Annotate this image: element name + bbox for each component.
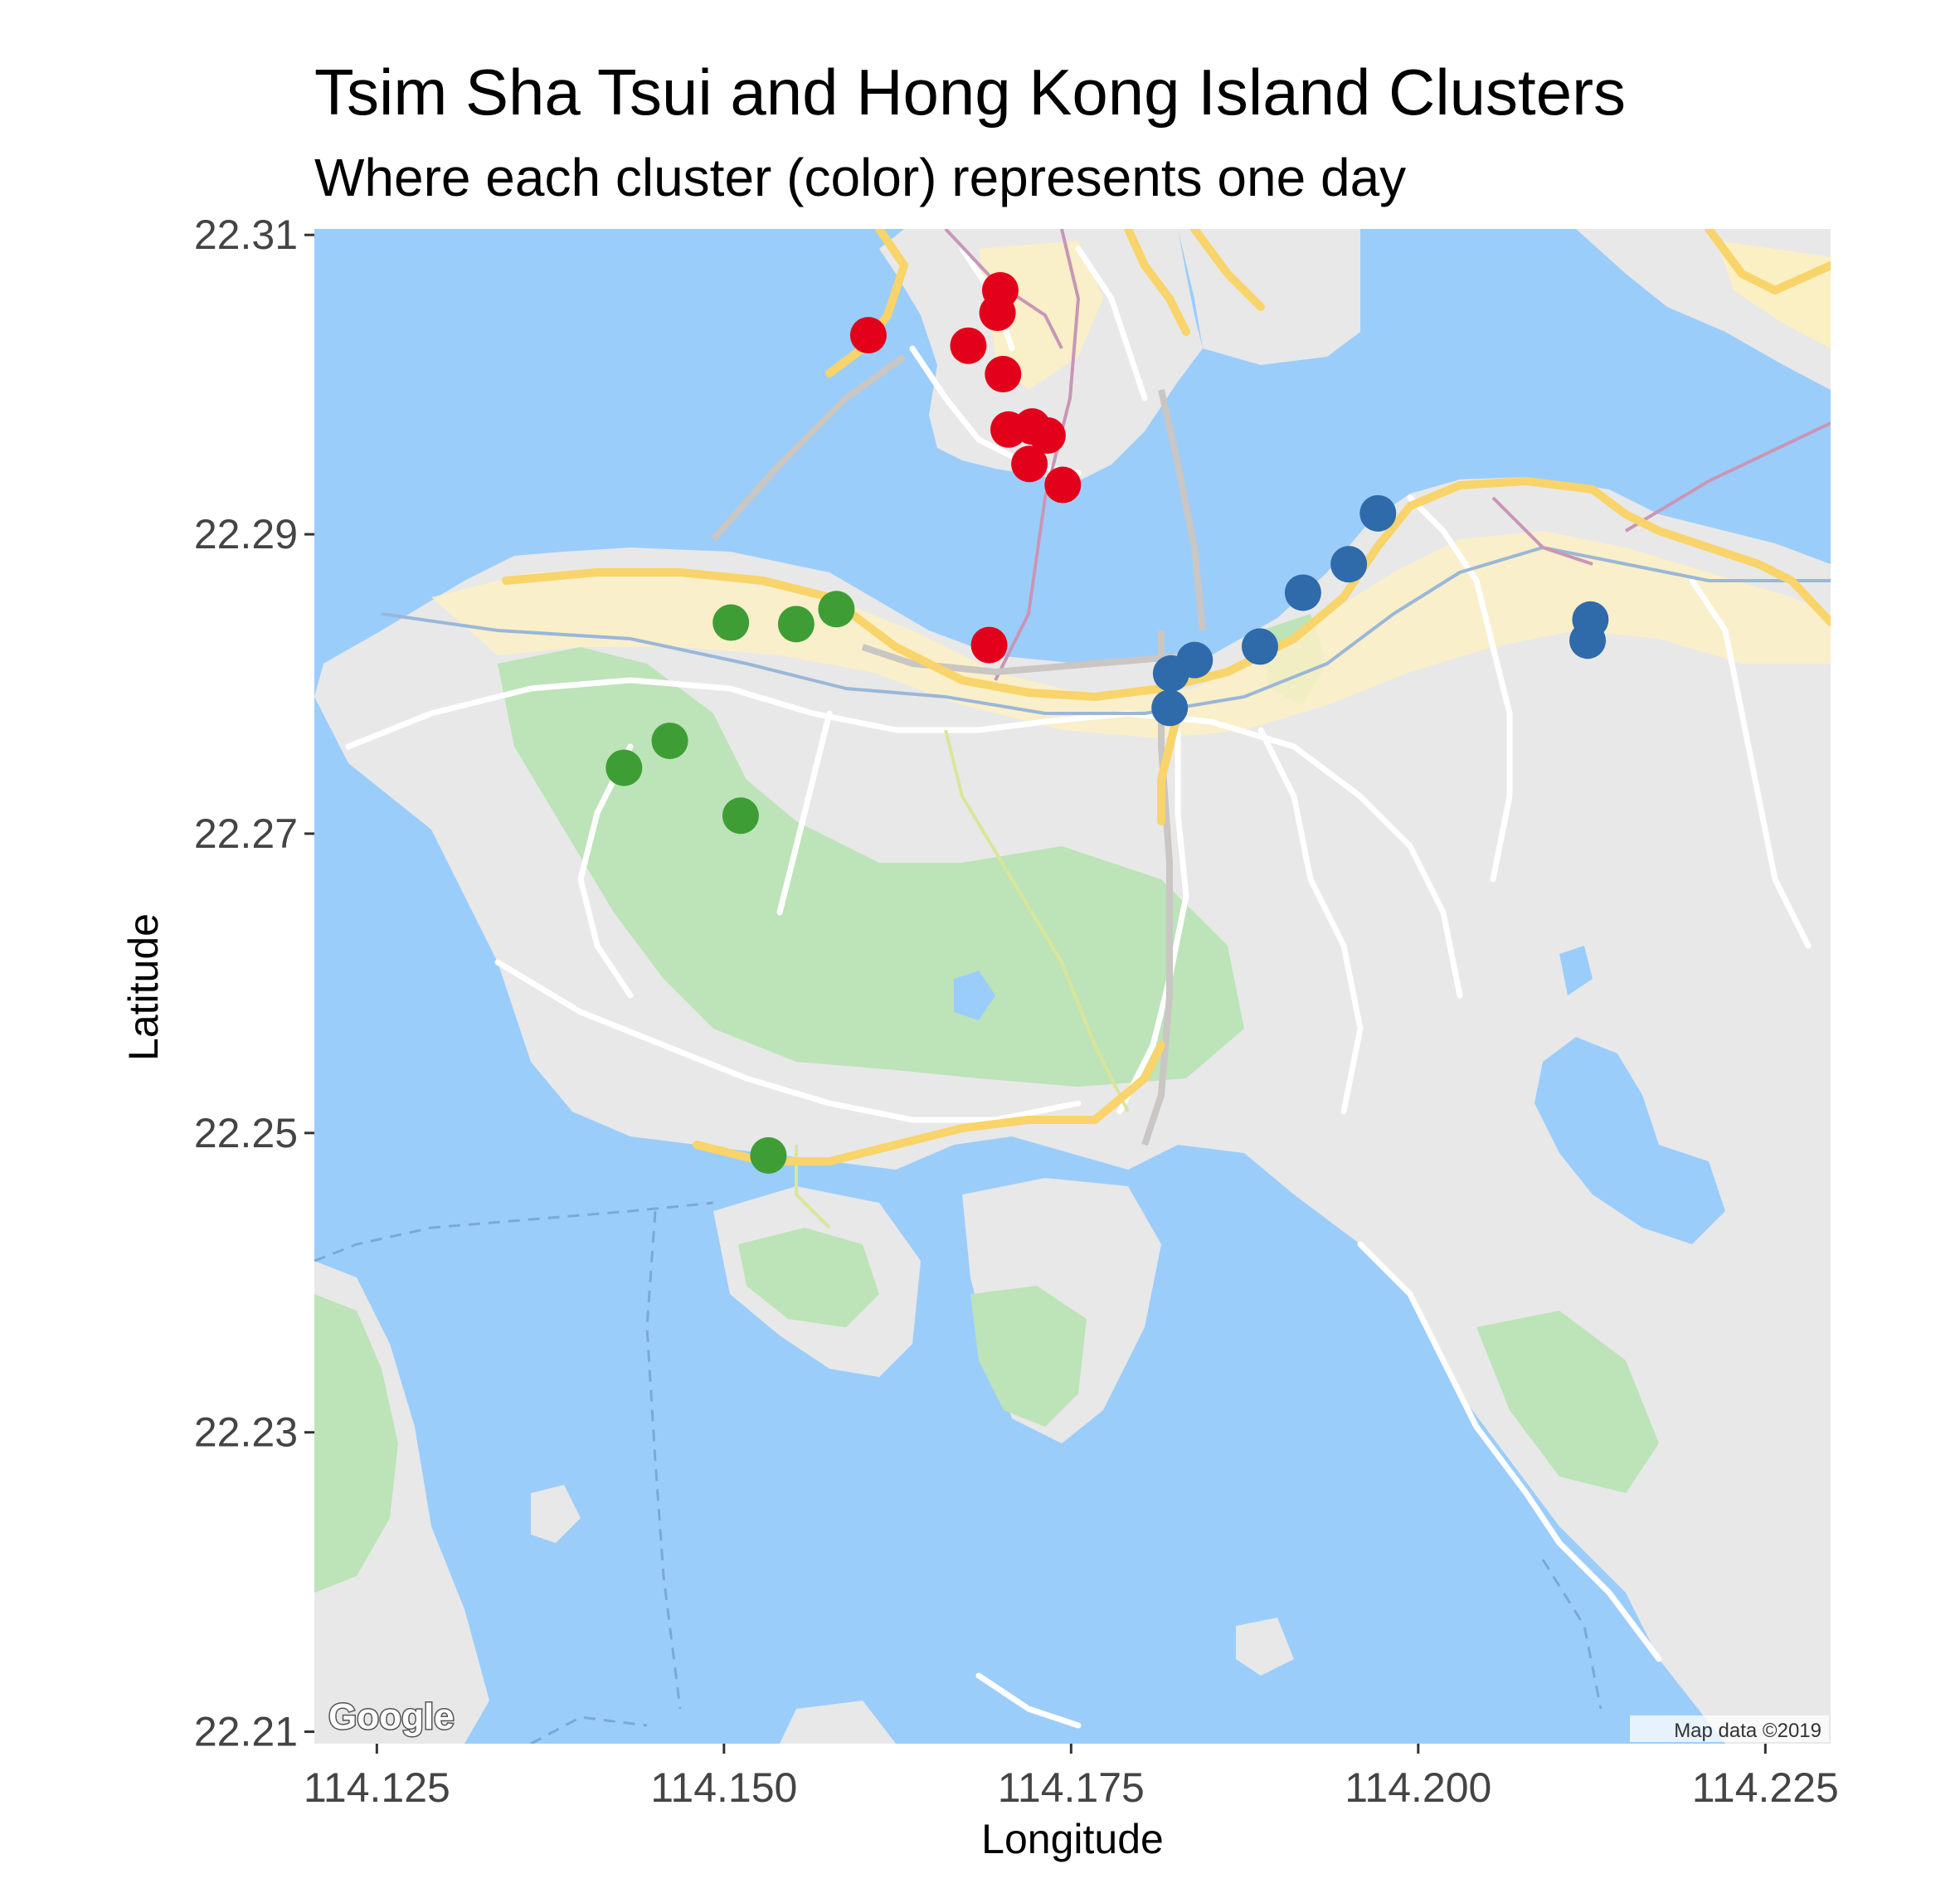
cluster-1-point [1011, 445, 1048, 483]
cluster-2-point [606, 749, 643, 786]
small-island-2 [1236, 1618, 1294, 1676]
cluster-1-point [1029, 417, 1066, 454]
y-tick-label: 22.23 [194, 1409, 298, 1456]
reservoir-central [954, 971, 995, 1020]
east-island-park [1476, 1311, 1659, 1493]
map-panel[interactable]: Map data ©2019 Google [314, 229, 1831, 1744]
northeast-urban [1717, 241, 1831, 348]
cluster-3-point [1151, 689, 1189, 727]
y-tick-label: 22.27 [194, 810, 298, 857]
y-tick-label: 22.31 [194, 212, 298, 258]
lamma-park [314, 1294, 398, 1593]
x-tick-label: 114.200 [1345, 1764, 1491, 1811]
chart-subtitle: Where each cluster (color) represents on… [314, 148, 1406, 207]
cluster-1-point [985, 356, 1022, 393]
mountain-park-east [970, 1286, 1087, 1427]
reservoir-tai-tam [1534, 1037, 1725, 1244]
x-axis: 114.125 114.150 114.175 114.200 114.225 [304, 1744, 1839, 1811]
cluster-3-point [1359, 494, 1397, 532]
harbour-tunnels [711, 353, 1206, 1146]
north-shore-urban [431, 531, 1831, 738]
chart-title: Tsim Sha Tsui and Hong Kong Island Clust… [314, 56, 1626, 129]
x-tick-label: 114.125 [304, 1764, 450, 1811]
peak-park [498, 647, 1244, 1087]
cluster-3-point [1241, 628, 1278, 665]
google-logo: Google [328, 1696, 455, 1737]
cluster-points [606, 271, 1609, 1174]
small-island [531, 1485, 581, 1543]
y-tick-label: 22.29 [194, 511, 298, 557]
cluster-2-point [750, 1136, 787, 1174]
x-axis-title: Longitude [981, 1816, 1164, 1862]
cluster-2-point [722, 797, 759, 835]
ferry-routes [314, 1201, 1603, 1744]
cluster-2-point [818, 591, 855, 628]
attribution-box [1630, 1715, 1829, 1742]
cluster-2-point [651, 723, 688, 760]
y-tick-label: 22.21 [194, 1709, 298, 1755]
x-tick-label: 114.175 [998, 1764, 1145, 1811]
cluster-2-point [777, 606, 815, 643]
cluster-3-point [1569, 622, 1607, 659]
cluster-3-point [1152, 655, 1189, 692]
cluster-1-point [950, 327, 987, 364]
y-axis: 22.21 22.23 22.25 22.27 22.29 22.31 [194, 212, 314, 1755]
cluster-1-point [979, 294, 1016, 332]
cluster-3-point [1284, 574, 1321, 611]
cluster-1-point [970, 626, 1008, 664]
y-axis-title: Latitude [120, 913, 167, 1061]
aberdeen-park [738, 1228, 879, 1327]
x-tick-label: 114.225 [1692, 1764, 1839, 1811]
south-rock [780, 1701, 896, 1744]
cluster-1-point [849, 317, 887, 354]
x-tick-label: 114.150 [650, 1764, 797, 1811]
cluster-3-point [1330, 546, 1368, 583]
cluster-2-point [713, 604, 750, 641]
map-attribution: Map data ©2019 [1674, 1720, 1821, 1742]
reservoir-north [1559, 946, 1593, 995]
street-network [345, 246, 1812, 1729]
y-tick-label: 22.25 [194, 1110, 298, 1156]
cluster-1-point [1044, 466, 1082, 504]
